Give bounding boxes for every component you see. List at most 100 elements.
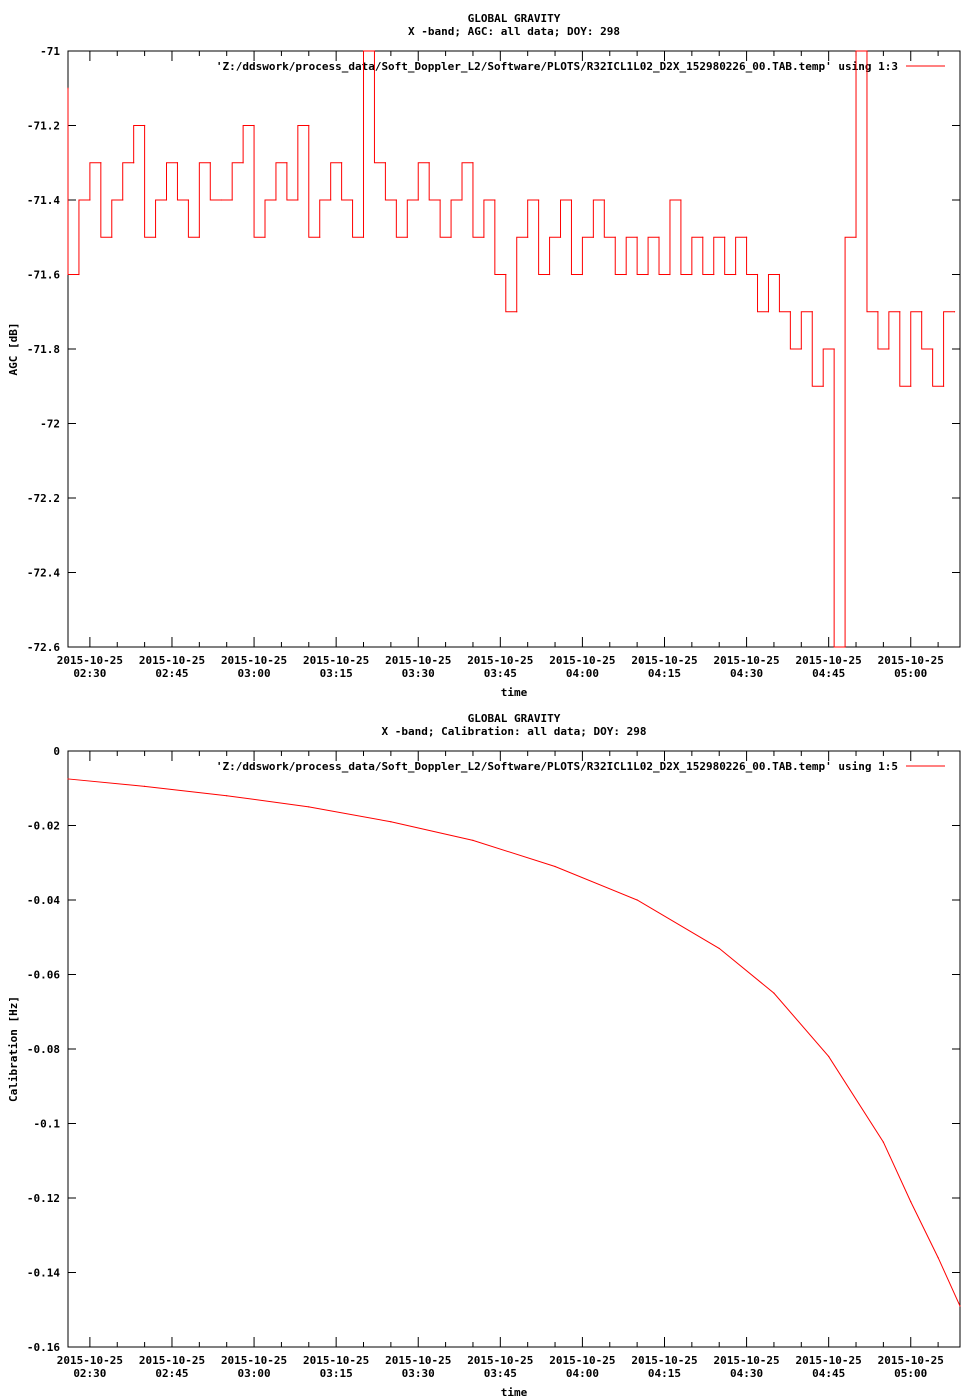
data-point [691, 273, 693, 276]
data-point [253, 124, 255, 127]
y-tick-label: -0.12 [27, 1192, 60, 1205]
data-point [953, 311, 956, 313]
x-tick-date: 2015-10-25 [303, 654, 369, 667]
x-tick-time: 05:00 [894, 667, 927, 680]
data-point [390, 821, 392, 823]
data-point [937, 1257, 939, 1259]
data-point [406, 236, 408, 238]
data-point [921, 311, 923, 313]
x-tick-time: 05:00 [894, 1367, 927, 1380]
x-tick-date: 2015-10-25 [631, 1354, 697, 1367]
data-point [828, 1055, 830, 1058]
data-point [811, 311, 813, 313]
data-point [308, 124, 310, 127]
y-tick-label: -0.16 [27, 1341, 60, 1354]
x-tick-time: 03:30 [402, 667, 435, 680]
x-tick-time: 04:15 [648, 1367, 681, 1380]
x-tick-date: 2015-10-25 [713, 654, 779, 667]
data-point [144, 124, 146, 127]
x-tick-time: 04:15 [648, 667, 681, 680]
x-tick-time: 04:00 [566, 1367, 599, 1380]
data-point [187, 199, 189, 201]
data-point [669, 273, 671, 276]
x-tick-time: 03:00 [237, 1367, 270, 1380]
data-point [581, 273, 584, 276]
data-point [844, 646, 846, 648]
x-tick-date: 2015-10-25 [631, 654, 697, 667]
data-point [614, 236, 616, 238]
data-point [100, 162, 102, 164]
data-point [286, 162, 288, 164]
y-tick-label: -0.1 [34, 1118, 61, 1131]
data-point [351, 199, 354, 201]
data-point [789, 311, 791, 313]
x-tick-date: 2015-10-25 [385, 1354, 451, 1367]
data-point [373, 50, 376, 52]
y-tick-label: -71.8 [27, 343, 60, 356]
data-point [910, 385, 912, 387]
data-point [144, 785, 146, 787]
y-tick-label: -0.08 [27, 1043, 60, 1056]
data-point [735, 273, 737, 276]
data-point [67, 87, 69, 89]
x-tick-date: 2015-10-25 [57, 1354, 123, 1367]
data-point [165, 199, 168, 201]
x-tick-date: 2015-10-25 [796, 654, 862, 667]
data-point [439, 199, 441, 201]
y-tick-label: -72.2 [27, 492, 60, 505]
x-tick-date: 2015-10-25 [796, 1354, 862, 1367]
data-point [494, 199, 496, 201]
data-point [877, 311, 879, 313]
data-point [767, 311, 770, 313]
data-point [297, 199, 299, 201]
data-point [78, 273, 80, 276]
data-point [959, 1305, 961, 1307]
data-point [718, 947, 720, 950]
data-point [341, 162, 343, 164]
data-point [472, 162, 474, 164]
data-point [855, 236, 857, 238]
data-point [888, 348, 890, 350]
data-point [538, 199, 540, 201]
data-point [702, 236, 704, 238]
y-tick-label: -71.4 [27, 194, 60, 207]
data-point [209, 162, 211, 164]
y-tick-label: -72.4 [27, 567, 60, 580]
data-point [198, 236, 200, 238]
data-point [505, 273, 507, 276]
x-tick-time: 03:15 [320, 667, 353, 680]
legend-label: 'Z:/ddswork/process_data/Soft_Doppler_L2… [216, 60, 898, 73]
data-point [330, 199, 332, 201]
chart-subtitle: X -band; AGC: all data; DOY: 298 [408, 25, 620, 38]
data-point [822, 385, 824, 387]
data-point [570, 199, 573, 201]
data-point [658, 236, 660, 238]
data-point [800, 348, 802, 350]
data-point [713, 273, 715, 276]
x-tick-time: 03:30 [402, 1367, 435, 1380]
data-point [932, 348, 934, 350]
x-tick-time: 02:30 [73, 1367, 106, 1380]
x-tick-date: 2015-10-25 [467, 654, 533, 667]
data-point [428, 162, 430, 164]
x-tick-date: 2015-10-25 [549, 1354, 615, 1367]
y-tick-label: -71.2 [27, 120, 60, 133]
data-point [450, 236, 452, 238]
y-tick-label: -72.6 [27, 641, 60, 654]
data-point [384, 162, 386, 164]
plot-frame [67, 750, 961, 1348]
x-tick-time: 04:00 [566, 667, 599, 680]
x-tick-time: 02:45 [155, 1367, 188, 1380]
x-tick-date: 2015-10-25 [303, 1354, 369, 1367]
chart-title: GLOBAL GRAVITY [468, 12, 561, 25]
data-point [745, 236, 748, 238]
data-point [636, 899, 638, 901]
data-point [680, 199, 682, 201]
data-point [461, 199, 463, 201]
y-tick-label: -71.6 [27, 269, 60, 282]
x-tick-time: 04:45 [812, 667, 845, 680]
x-tick-time: 03:15 [320, 1367, 353, 1380]
data-point [603, 199, 605, 201]
